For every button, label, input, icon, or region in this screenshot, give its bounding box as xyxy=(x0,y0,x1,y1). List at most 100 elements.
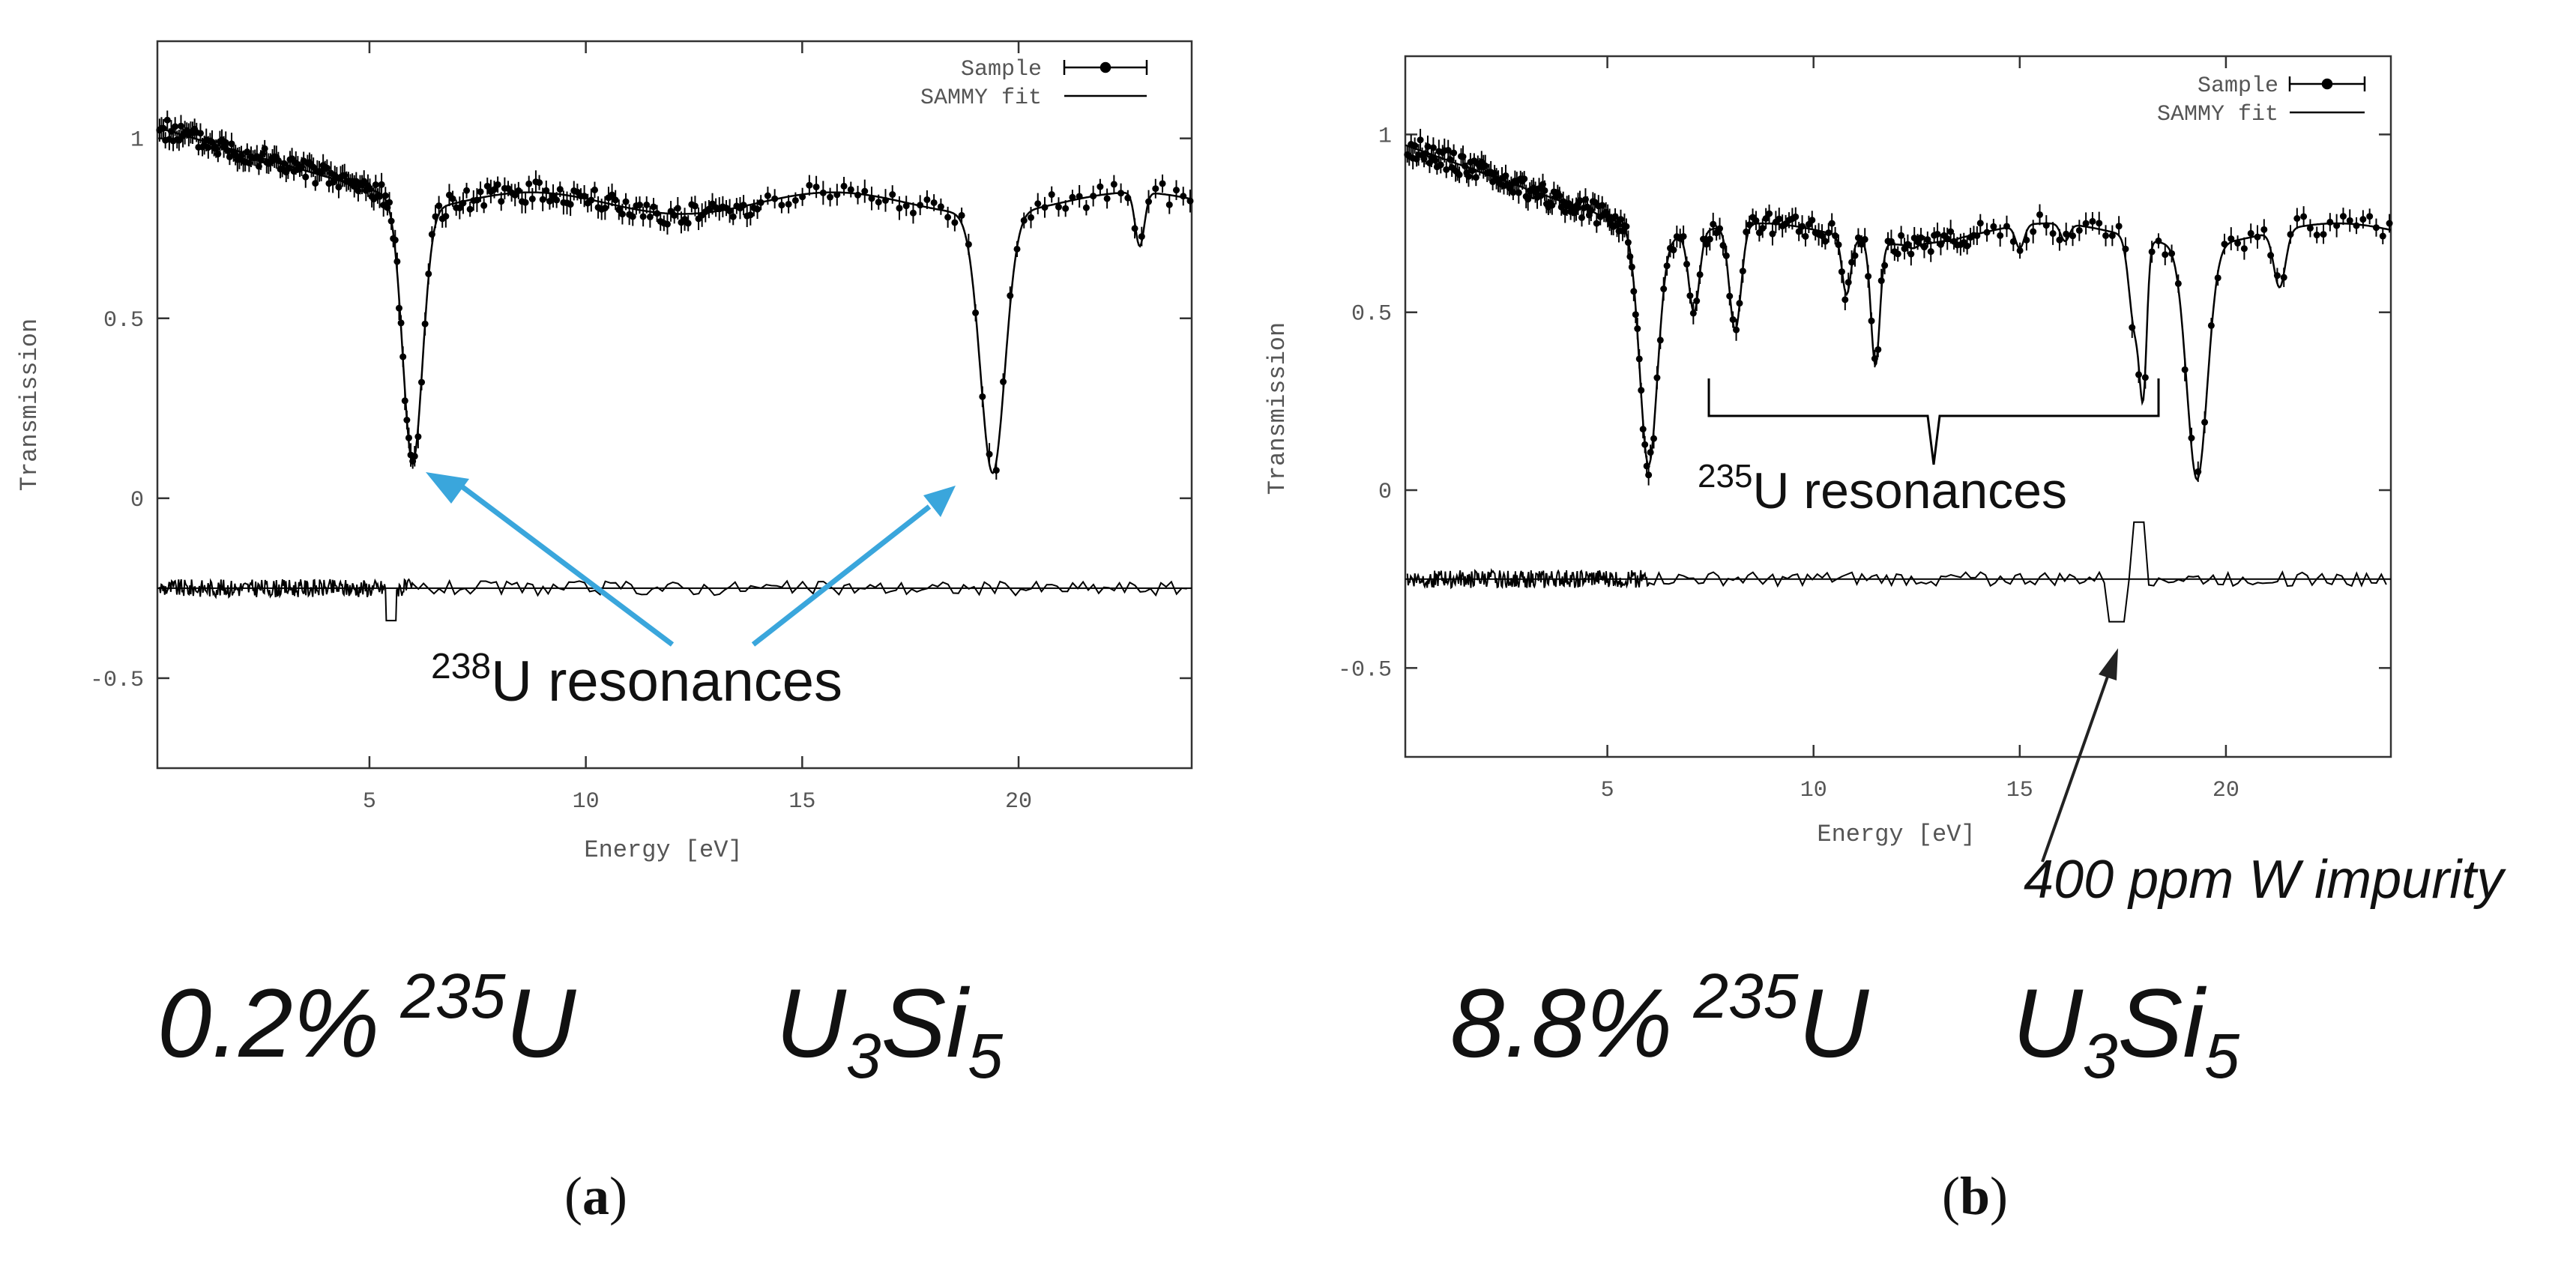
sample-point xyxy=(411,453,418,460)
sample-point xyxy=(1898,232,1905,239)
panel-b-isotope: U xyxy=(1798,968,1869,1078)
sample-point xyxy=(2240,245,2248,253)
sample-point xyxy=(2339,213,2347,220)
panel-b-compound-si: Si xyxy=(2118,968,2207,1078)
sample-point xyxy=(847,186,854,193)
sample-point xyxy=(2214,274,2221,282)
sample-point xyxy=(1521,175,1528,183)
panel-b-y-ticks: -0.5 0 0.5 1 xyxy=(1338,124,2391,683)
sample-point xyxy=(381,192,389,199)
sample-point xyxy=(1733,326,1740,333)
sample-point xyxy=(1472,174,1479,181)
panel-a-isotope: U xyxy=(505,968,576,1078)
sample-point xyxy=(1973,232,1981,239)
sample-point xyxy=(806,181,813,189)
sample-point xyxy=(1450,149,1458,157)
panel-b-caption-letter: b xyxy=(1960,1166,1990,1226)
sample-point xyxy=(1696,271,1704,278)
sample-point xyxy=(979,393,986,400)
residual-trace xyxy=(158,578,1187,622)
panel-b-impurity-arrow xyxy=(2041,648,2118,863)
sample-point xyxy=(1881,262,1889,269)
sample-point xyxy=(2102,232,2110,239)
sample-point xyxy=(1947,228,1955,235)
sample-point xyxy=(1976,220,1984,227)
sample-point xyxy=(1515,189,1522,196)
sample-point xyxy=(1138,233,1145,241)
sample-point xyxy=(2287,231,2294,238)
sample-point xyxy=(378,181,385,188)
panel-a-arrow-right-head xyxy=(923,486,956,517)
panel-a-compound-si: Si xyxy=(881,968,971,1078)
sample-point xyxy=(2056,236,2063,244)
sample-point xyxy=(654,210,661,217)
sample-point xyxy=(1443,166,1450,173)
sample-point xyxy=(646,213,654,220)
y-tick-label: 0 xyxy=(1378,480,1392,505)
panel-b-y-axis-label: Transmission xyxy=(1264,322,1291,495)
panel-a-annotation-text: U resonances xyxy=(491,650,842,713)
sample-point xyxy=(395,304,402,312)
sample-point xyxy=(1124,194,1132,202)
sample-point xyxy=(2141,374,2149,381)
sample-point xyxy=(172,123,179,130)
sample-point xyxy=(567,201,574,208)
sample-point xyxy=(435,202,443,210)
sample-point xyxy=(1729,316,1737,323)
sample-point xyxy=(1693,298,1701,305)
sample-point xyxy=(674,205,681,212)
x-tick-label: 15 xyxy=(788,789,815,815)
sample-point xyxy=(1792,213,1800,220)
panel-a-legend-fit-label: SAMMY fit xyxy=(920,85,1042,111)
panel-a-caption: (a) xyxy=(564,1166,627,1226)
sample-point xyxy=(1990,223,1997,230)
sample-point xyxy=(498,198,505,205)
sample-point xyxy=(466,205,474,213)
sample-point xyxy=(1117,190,1125,197)
sample-point xyxy=(1759,225,1767,232)
panel-a-compound-sub2: 5 xyxy=(968,1021,1003,1091)
sample-point xyxy=(951,219,959,226)
sample-point xyxy=(2333,222,2341,229)
sample-point xyxy=(791,196,799,204)
sample-point xyxy=(1465,172,1472,180)
sample-point xyxy=(1736,300,1743,307)
sample-point xyxy=(2155,237,2162,244)
sample-point xyxy=(705,205,713,213)
sample-point xyxy=(2293,214,2301,222)
sample-point xyxy=(2122,245,2129,253)
panel-a-legend: Sample SAMMY fit xyxy=(920,57,1148,111)
sample-point xyxy=(1868,317,1875,324)
sample-point xyxy=(2016,247,2024,254)
y-tick-label: 0 xyxy=(130,488,144,513)
panel-a-arrows xyxy=(426,472,956,647)
sample-point xyxy=(757,199,764,206)
sample-point xyxy=(2089,217,2096,225)
sample-point xyxy=(1145,198,1153,205)
sample-point xyxy=(397,319,405,327)
sample-point xyxy=(494,181,501,188)
sample-point xyxy=(2195,468,2202,475)
sample-point xyxy=(2162,251,2169,259)
sample-point xyxy=(1632,311,1639,318)
x-tick-label: 20 xyxy=(2212,778,2239,803)
sample-point xyxy=(1752,217,1760,224)
sample-point xyxy=(1670,247,1677,254)
sample-point xyxy=(1062,205,1070,212)
y-tick-label: 0.5 xyxy=(1351,302,1392,327)
sample-point xyxy=(1411,142,1419,149)
sample-point xyxy=(2075,226,2083,234)
sample-point xyxy=(2108,232,2116,239)
sample-point xyxy=(1630,288,1638,295)
panel-b-data xyxy=(1404,128,2393,623)
sample-point xyxy=(764,192,771,199)
sample-point xyxy=(2379,232,2386,240)
panel-b-annotation-text: U resonances xyxy=(1752,462,2067,519)
panel-b-x-ticks: 5 10 15 20 xyxy=(1601,56,2239,803)
panel-b-resonance-brace xyxy=(1707,378,2160,465)
sample-point xyxy=(2030,228,2037,235)
sample-point xyxy=(387,217,395,225)
y-tick-label: -0.5 xyxy=(1338,657,1392,683)
sample-point xyxy=(1726,292,1734,300)
sample-point xyxy=(477,188,484,196)
